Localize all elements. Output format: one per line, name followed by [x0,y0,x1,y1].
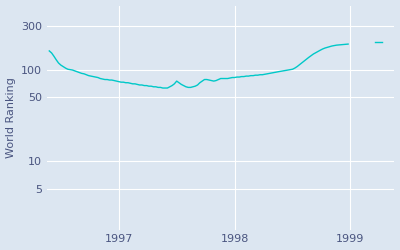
Y-axis label: World Ranking: World Ranking [6,77,16,158]
